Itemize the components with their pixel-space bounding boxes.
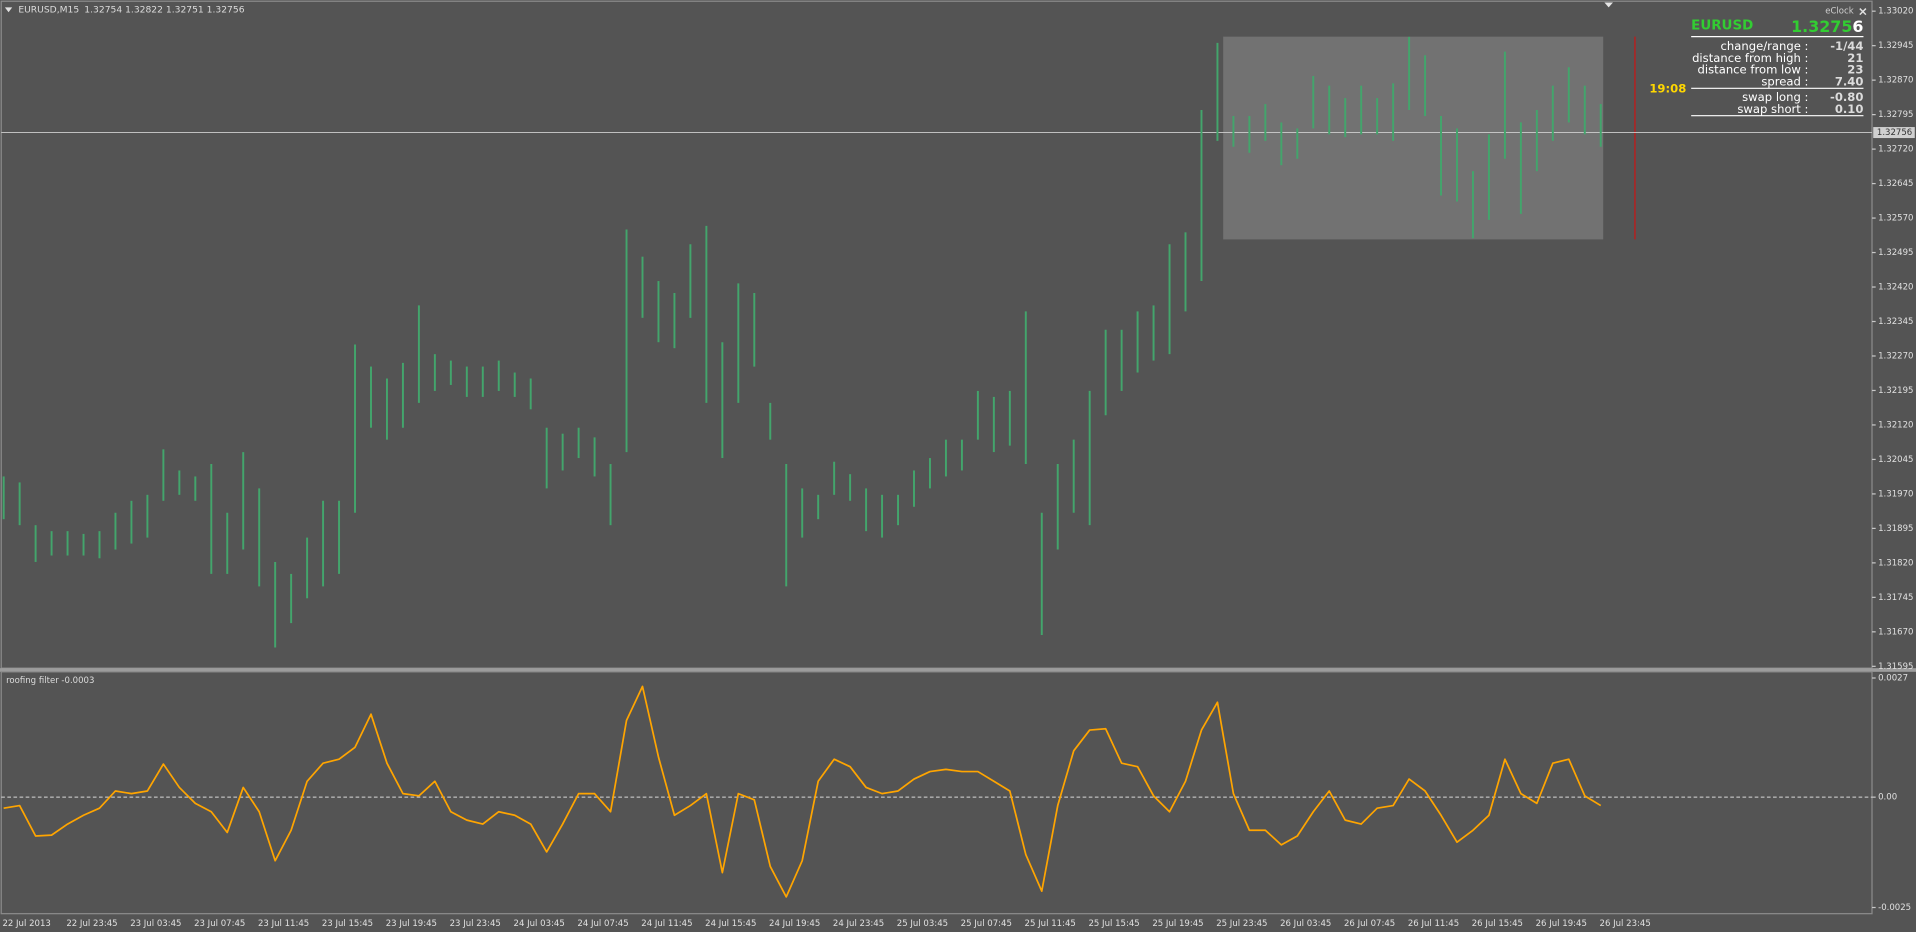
eclock-panel: eClock EURUSD 1.32756 19:08 change/range… <box>1649 6 1867 117</box>
y-tick-label: 1.31595 <box>1878 662 1913 672</box>
x-tick-label: 24 Jul 07:45 <box>577 919 628 929</box>
panel-separator <box>0 668 1916 672</box>
price-last-digit: 6 <box>1852 16 1863 35</box>
x-tick-label: 26 Jul 07:45 <box>1344 919 1395 929</box>
y-tick-label: 1.32195 <box>1878 386 1913 396</box>
plot-area <box>1 36 1873 898</box>
x-tick-label: 23 Jul 07:45 <box>194 919 245 929</box>
axes: EURUSD,M15 1.32754 1.32822 1.32751 1.3275… <box>2 4 1915 929</box>
x-tick-label: 25 Jul 15:45 <box>1088 919 1139 929</box>
row-label: distance from high : <box>1692 51 1808 65</box>
x-tick-label: 25 Jul 03:45 <box>897 919 948 929</box>
close-button[interactable] <box>1859 8 1867 16</box>
chart-title: EURUSD,M15 <box>18 4 79 15</box>
shift-marker[interactable] <box>1604 2 1613 8</box>
y-tick-label: 1.31745 <box>1878 593 1913 603</box>
x-tick-label: 24 Jul 11:45 <box>641 919 692 929</box>
y-tick-label: 1.32570 <box>1878 214 1913 224</box>
price-label-box <box>1873 127 1915 139</box>
x-tick-label: 25 Jul 11:45 <box>1025 919 1076 929</box>
x-tick-label: 24 Jul 19:45 <box>769 919 820 929</box>
x-tick-label: 26 Jul 03:45 <box>1280 919 1331 929</box>
y-tick-label: -0.0025 <box>1878 903 1911 913</box>
x-tick-label: 23 Jul 23:45 <box>450 919 501 929</box>
x-tick-label: 26 Jul 15:45 <box>1472 919 1523 929</box>
y-tick-label: 0.0027 <box>1878 674 1908 684</box>
x-tick-label: 22 Jul 2013 <box>2 919 50 929</box>
price-digits: 1.3275 <box>1791 16 1852 35</box>
x-tick-label: 25 Jul 07:45 <box>961 919 1012 929</box>
y-tick-label: 1.31895 <box>1878 524 1913 534</box>
close-icon[interactable] <box>1859 8 1867 16</box>
menu-arrow[interactable] <box>4 7 13 13</box>
y-tick-label: 1.32045 <box>1878 455 1913 465</box>
y-tick-label: 1.31820 <box>1878 558 1913 568</box>
session-box <box>1223 36 1604 240</box>
indicator-title: roofing filter -0.0003 <box>6 676 94 686</box>
x-tick-label: 23 Jul 15:45 <box>322 919 373 929</box>
row-value: 21 <box>1847 51 1863 65</box>
symbol: EURUSD <box>1691 19 1753 34</box>
row-value: -0.80 <box>1830 90 1863 104</box>
row-value: 7.40 <box>1835 74 1864 88</box>
panel-name: eClock <box>1825 6 1854 16</box>
y-tick-label: 1.32645 <box>1878 179 1913 189</box>
x-tick-label: 24 Jul 23:45 <box>833 919 884 929</box>
chart-subtitle: 1.32754 1.32822 1.32751 1.32756 <box>84 4 244 15</box>
indicator-line <box>3 685 1602 898</box>
y-tick-label: 1.32945 <box>1878 41 1913 51</box>
row-value: 23 <box>1847 63 1863 77</box>
x-tick-label: 26 Jul 11:45 <box>1408 919 1459 929</box>
y-tick-label: 1.31670 <box>1878 627 1913 637</box>
x-tick-label: 26 Jul 23:45 <box>1600 919 1651 929</box>
y-tick-label: 1.32345 <box>1878 317 1913 327</box>
row-label: change/range : <box>1721 39 1809 53</box>
clock-time: 19:08 <box>1649 82 1686 96</box>
y-tick-label: 1.31970 <box>1878 489 1913 499</box>
x-tick-label: 25 Jul 19:45 <box>1152 919 1203 929</box>
y-tick-label: 1.32870 <box>1878 76 1913 86</box>
row-label: distance from low : <box>1698 63 1809 77</box>
row-label: swap short : <box>1737 102 1808 116</box>
x-tick-label: 23 Jul 11:45 <box>258 919 309 929</box>
y-tick-label: 1.32795 <box>1878 110 1913 120</box>
y-tick-label: 1.32270 <box>1878 351 1913 361</box>
y-tick-label: 1.32420 <box>1878 283 1913 293</box>
x-tick-label: 23 Jul 19:45 <box>386 919 437 929</box>
y-tick-label: 1.32120 <box>1878 420 1913 430</box>
y-tick-label: 1.32495 <box>1878 248 1913 258</box>
y-tick-label: 0.00 <box>1878 793 1897 803</box>
y-tick-label: 1.33020 <box>1878 7 1913 17</box>
x-tick-label: 22 Jul 23:45 <box>66 919 117 929</box>
indicator-panel-frame <box>0 671 1873 915</box>
row-label: swap long : <box>1742 90 1808 104</box>
row-value: -1/44 <box>1830 39 1863 53</box>
x-tick-label: 25 Jul 23:45 <box>1216 919 1267 929</box>
x-tick-label: 23 Jul 03:45 <box>130 919 181 929</box>
x-tick-label: 26 Jul 19:45 <box>1536 919 1587 929</box>
price-label: 1.32756 <box>1877 128 1912 138</box>
y-tick-label: 1.32720 <box>1878 145 1913 155</box>
bid-price: 1.32756 <box>1791 16 1863 35</box>
x-tick-label: 24 Jul 15:45 <box>705 919 756 929</box>
row-label: spread : <box>1761 74 1808 88</box>
row-value: 0.10 <box>1835 102 1864 116</box>
x-tick-label: 24 Jul 03:45 <box>514 919 565 929</box>
